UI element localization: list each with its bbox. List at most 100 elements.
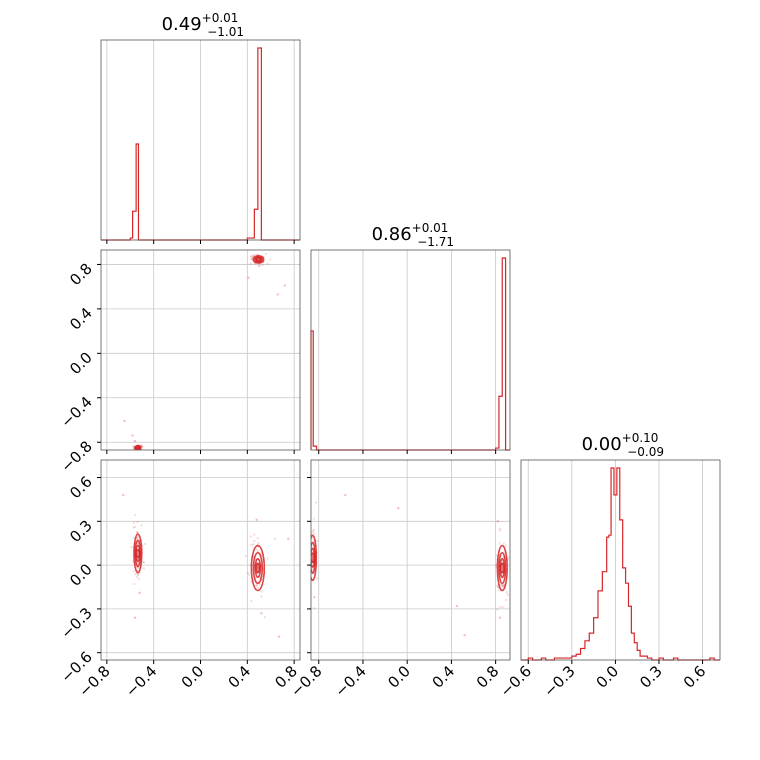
sample-point <box>499 605 502 609</box>
sample-point <box>506 593 509 596</box>
tick-label-y: 0.4 <box>66 304 96 334</box>
sample-point <box>311 532 313 535</box>
sample-point <box>247 276 250 279</box>
sample-point <box>344 493 347 497</box>
density-contour <box>311 534 318 582</box>
histogram-step-line <box>521 467 720 661</box>
sample-point <box>397 506 400 510</box>
sample-point <box>255 518 258 522</box>
density-contour <box>255 562 261 574</box>
sample-point <box>308 559 310 561</box>
panel-hist-1 <box>310 249 511 454</box>
sample-point <box>306 583 308 585</box>
sample-point <box>137 577 141 580</box>
title-1-value: 0.86 <box>372 224 412 245</box>
tick-label-x: −0.4 <box>122 662 160 700</box>
sample-point <box>501 605 504 609</box>
sample-point <box>312 528 315 532</box>
sample-point <box>316 539 319 542</box>
tick-label-x: 0.4 <box>429 662 459 692</box>
sample-point <box>250 255 253 258</box>
sample-point <box>132 445 135 448</box>
pair-0-1-grid <box>101 250 300 450</box>
sample-point <box>140 524 143 527</box>
sample-point <box>249 262 252 266</box>
hist-2-step <box>521 467 720 661</box>
sample-point <box>253 262 256 265</box>
sample-point <box>133 616 137 619</box>
sample-point <box>316 577 319 580</box>
sample-point <box>308 548 310 550</box>
pair-0-2-points <box>122 493 290 638</box>
density-contour <box>255 256 262 263</box>
sample-point <box>257 541 260 544</box>
sample-point <box>499 583 502 586</box>
panel-pair-1-2: −0.8 −0.4 0.0 0.4 0.8 <box>287 459 511 701</box>
sample-point <box>250 255 253 258</box>
tick-label-x: 0.6 <box>680 662 710 692</box>
tick-label-x: −0.6 <box>497 662 535 700</box>
panel-hist-2: −0.6 −0.3 0.0 0.3 0.6 <box>497 459 721 701</box>
density-contour <box>252 551 264 585</box>
sample-point <box>141 445 144 448</box>
sample-point <box>463 633 466 637</box>
sample-point <box>312 530 315 533</box>
hist-2-ticks: −0.6 −0.3 0.0 0.3 0.6 <box>497 660 710 701</box>
sample-point <box>255 584 258 587</box>
title-param-2: 0.00+0.10 <box>582 431 659 455</box>
tick-label-x: −0.4 <box>331 662 369 700</box>
density-contour <box>496 544 508 592</box>
density-contour <box>252 254 265 264</box>
hist-1-ticks <box>318 450 497 454</box>
sample-point <box>132 526 135 529</box>
sample-point <box>137 561 140 564</box>
sample-point <box>260 612 263 615</box>
sample-point <box>133 525 137 529</box>
sample-point <box>265 252 268 255</box>
sample-point <box>266 262 269 265</box>
pair-0-1-points <box>123 252 286 450</box>
sample-point <box>260 590 263 593</box>
sample-point <box>507 556 510 559</box>
sample-point <box>253 533 256 536</box>
sample-point <box>277 635 281 638</box>
sample-point <box>266 557 269 560</box>
title-0-value: 0.49 <box>162 14 202 35</box>
sample-point <box>136 531 139 534</box>
tick-label-x: 0.0 <box>384 662 414 692</box>
sample-point <box>494 564 497 567</box>
tick-label-y: 0.0 <box>66 560 96 590</box>
sample-point <box>256 537 259 540</box>
sample-point <box>306 543 308 545</box>
sample-point <box>255 583 258 586</box>
hist-2-frame <box>520 459 721 661</box>
sample-point <box>250 257 253 260</box>
sample-point <box>273 537 277 540</box>
density-contour <box>499 562 506 574</box>
sample-point <box>313 596 316 599</box>
sample-point <box>123 419 126 423</box>
title-2-minus: −0.09 <box>627 445 664 459</box>
sample-point <box>455 604 459 608</box>
sample-point <box>136 537 139 540</box>
sample-point <box>136 573 139 576</box>
sample-point <box>249 535 252 538</box>
sample-point <box>499 529 502 532</box>
sample-point <box>142 561 145 564</box>
panel-hist-0 <box>100 39 301 244</box>
sample-point <box>255 548 258 551</box>
sample-point <box>253 539 256 543</box>
tick-label-y: 0.6 <box>66 473 96 503</box>
tick-label-y: 0.8 <box>66 260 96 290</box>
tick-label-x: 0.4 <box>225 662 255 692</box>
pair-0-2-grid <box>101 460 300 660</box>
sample-point <box>287 537 290 541</box>
tick-label-x: 0.0 <box>178 662 208 692</box>
tick-label-x: −0.3 <box>540 662 578 700</box>
sample-point <box>498 527 501 530</box>
histogram-step-line <box>310 257 510 451</box>
sample-point <box>496 585 499 588</box>
title-0-minus: −1.01 <box>207 25 244 39</box>
sample-point <box>313 532 316 535</box>
